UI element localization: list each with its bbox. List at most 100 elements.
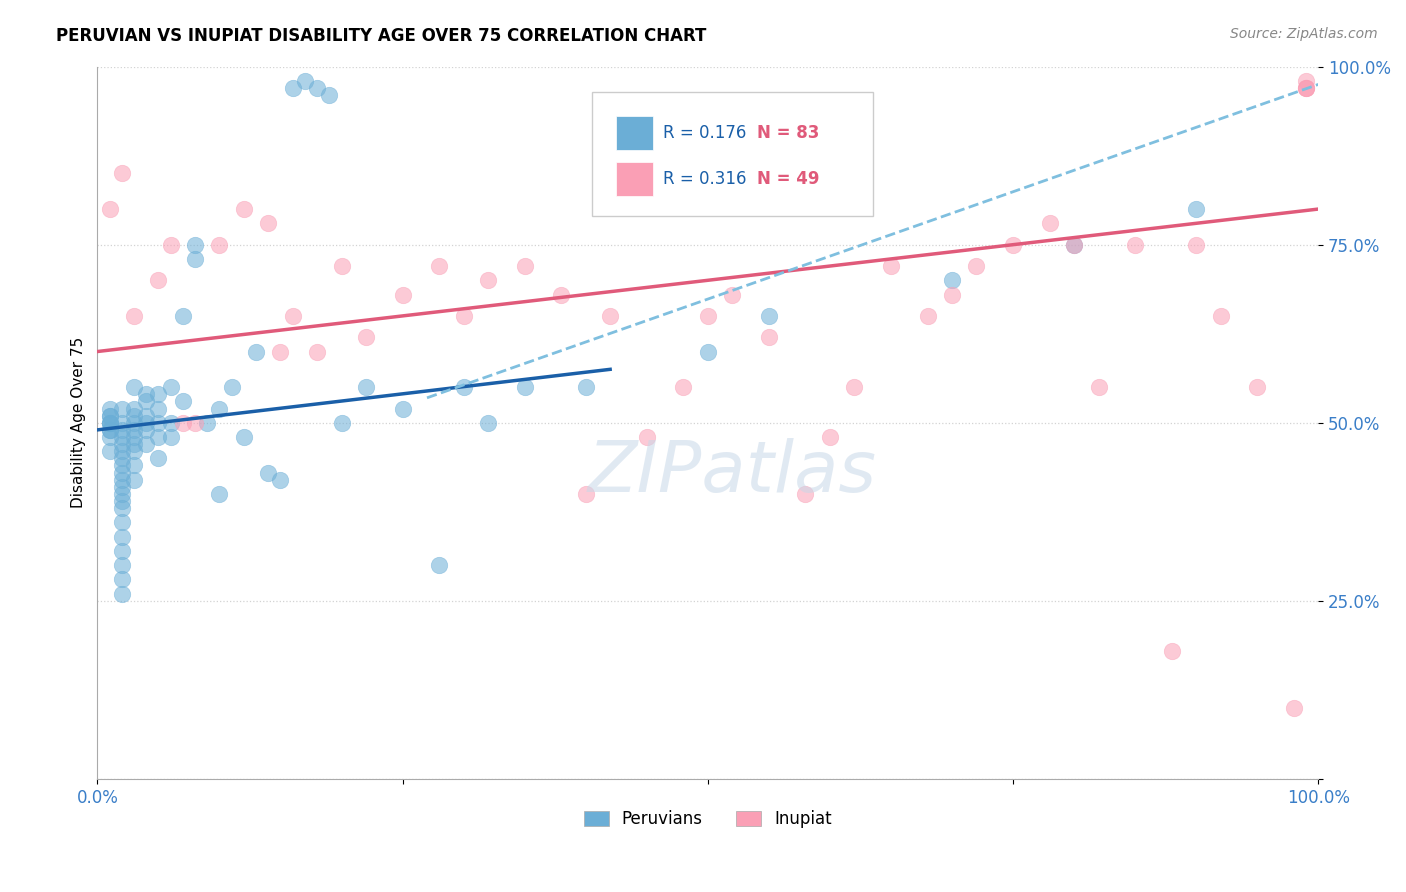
Point: [453, 380, 475, 394]
Point: [1039, 216, 1062, 230]
Point: [1123, 237, 1146, 252]
Point: [1295, 81, 1317, 95]
Point: [111, 587, 134, 601]
Point: [354, 330, 377, 344]
Point: [184, 252, 207, 266]
Point: [111, 444, 134, 458]
Point: [281, 309, 304, 323]
Point: [111, 516, 134, 530]
Point: [135, 423, 157, 437]
Point: [98, 423, 121, 437]
Point: [453, 309, 475, 323]
Point: [880, 259, 903, 273]
Point: [427, 259, 450, 273]
Text: ZIPatlas: ZIPatlas: [588, 438, 877, 508]
Point: [232, 202, 254, 216]
Point: [122, 458, 145, 473]
Point: [391, 401, 413, 416]
Point: [917, 309, 939, 323]
Point: [111, 530, 134, 544]
Point: [599, 309, 621, 323]
Point: [148, 401, 170, 416]
Point: [477, 416, 499, 430]
Point: [148, 416, 170, 430]
Point: [148, 451, 170, 466]
Point: [111, 416, 134, 430]
Point: [195, 416, 218, 430]
Point: [232, 430, 254, 444]
FancyBboxPatch shape: [616, 162, 652, 196]
Point: [135, 394, 157, 409]
Point: [111, 401, 134, 416]
Point: [111, 544, 134, 558]
Point: [111, 480, 134, 494]
Point: [98, 430, 121, 444]
Point: [159, 430, 181, 444]
Point: [330, 259, 353, 273]
Point: [721, 287, 744, 301]
Point: [111, 423, 134, 437]
Point: [513, 380, 536, 394]
Point: [1087, 380, 1109, 394]
Point: [122, 309, 145, 323]
Point: [208, 237, 231, 252]
Point: [257, 466, 280, 480]
Point: [307, 81, 329, 95]
Point: [818, 430, 841, 444]
Text: PERUVIAN VS INUPIAT DISABILITY AGE OVER 75 CORRELATION CHART: PERUVIAN VS INUPIAT DISABILITY AGE OVER …: [56, 27, 707, 45]
Point: [477, 273, 499, 287]
Point: [965, 259, 987, 273]
Point: [111, 494, 134, 508]
Point: [122, 473, 145, 487]
Y-axis label: Disability Age Over 75: Disability Age Over 75: [72, 337, 86, 508]
Point: [111, 451, 134, 466]
Point: [513, 259, 536, 273]
Point: [148, 430, 170, 444]
Point: [98, 416, 121, 430]
Point: [354, 380, 377, 394]
Point: [1295, 81, 1317, 95]
Point: [111, 166, 134, 180]
Point: [122, 416, 145, 430]
Point: [221, 380, 243, 394]
Text: Source: ZipAtlas.com: Source: ZipAtlas.com: [1230, 27, 1378, 41]
Point: [148, 387, 170, 401]
Point: [135, 416, 157, 430]
Point: [208, 401, 231, 416]
Point: [159, 237, 181, 252]
Point: [98, 401, 121, 416]
Point: [98, 409, 121, 423]
Point: [1185, 237, 1208, 252]
Point: [1282, 700, 1305, 714]
Point: [269, 344, 291, 359]
Point: [1209, 309, 1232, 323]
Point: [111, 473, 134, 487]
Point: [844, 380, 866, 394]
Point: [98, 423, 121, 437]
Point: [696, 309, 718, 323]
Point: [1295, 74, 1317, 88]
Point: [148, 273, 170, 287]
Point: [111, 458, 134, 473]
Point: [111, 466, 134, 480]
Point: [307, 344, 329, 359]
Point: [122, 423, 145, 437]
Point: [98, 416, 121, 430]
Text: R = 0.316: R = 0.316: [662, 170, 747, 188]
Point: [1185, 202, 1208, 216]
Point: [111, 501, 134, 516]
Point: [575, 380, 598, 394]
Point: [245, 344, 267, 359]
FancyBboxPatch shape: [616, 116, 652, 150]
Point: [550, 287, 572, 301]
Point: [758, 309, 780, 323]
Point: [172, 394, 194, 409]
Point: [941, 273, 963, 287]
Point: [294, 74, 316, 88]
Point: [1002, 237, 1025, 252]
Point: [172, 416, 194, 430]
Point: [1246, 380, 1268, 394]
Point: [111, 558, 134, 573]
Point: [122, 401, 145, 416]
Point: [122, 430, 145, 444]
